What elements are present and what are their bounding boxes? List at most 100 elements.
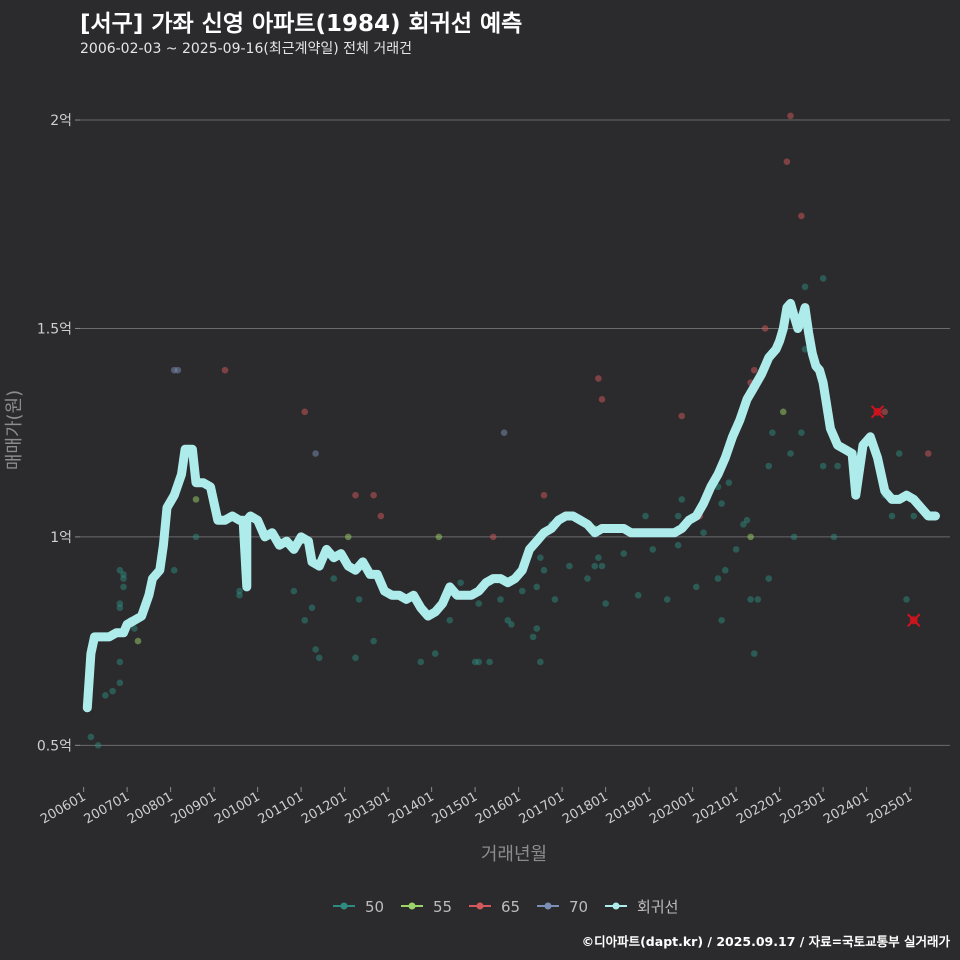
point-50 (903, 596, 910, 603)
regression-line (82, 298, 940, 713)
point-50 (765, 575, 773, 582)
point-50 (754, 596, 762, 603)
x-tick-label: 201801 (560, 789, 610, 827)
chart-title: [서구] 가좌 신영 아파트(1984) 회귀선 예측 (80, 11, 523, 37)
x-axis-ticks: 2006012007012008012009012010012011012012… (38, 787, 915, 827)
point-50 (533, 583, 541, 591)
y-axis-ticks: 0.5억 1억 1.5억 2억 (37, 113, 80, 754)
point-50 (819, 462, 827, 470)
point-65 (881, 408, 889, 416)
point-50 (486, 658, 493, 666)
point-50 (301, 616, 309, 624)
point-50 (830, 533, 838, 541)
point-50 (308, 604, 316, 612)
legend-marker (612, 902, 620, 910)
point-70 (312, 450, 319, 457)
point-50 (595, 554, 602, 562)
point-50 (417, 658, 425, 666)
point-50 (732, 546, 740, 553)
point-50 (508, 621, 515, 628)
point-50 (692, 583, 700, 591)
point-50 (663, 596, 671, 603)
point-50 (798, 429, 805, 436)
x-tick-label: 201201 (299, 789, 349, 827)
x-tick-label: 201701 (517, 789, 567, 827)
x-tick-label: 201001 (212, 789, 262, 827)
legend-label: 65 (501, 898, 520, 916)
legend-item-65: 65 (469, 898, 520, 916)
point-55 (747, 533, 754, 541)
y-tick-label: 2억 (50, 113, 72, 129)
point-50 (649, 546, 657, 553)
point-65 (352, 491, 359, 499)
point-65 (540, 491, 548, 499)
point-50 (87, 733, 95, 741)
point-50 (769, 429, 776, 436)
x-tick-label: 201401 (386, 789, 436, 827)
point-50 (497, 596, 504, 603)
point-50 (721, 566, 729, 574)
x-tick-label: 200701 (82, 789, 132, 827)
point-65 (489, 533, 497, 541)
point-50 (540, 566, 548, 574)
x-tick-label: 202101 (691, 789, 741, 827)
point-55 (134, 637, 142, 645)
point-65 (761, 325, 769, 332)
point-50 (116, 600, 124, 607)
x-tick-label: 200601 (38, 789, 88, 827)
point-50 (834, 462, 841, 470)
point-50 (518, 587, 526, 595)
point-50 (718, 500, 725, 507)
x-tick-label: 202401 (821, 789, 871, 827)
point-50 (790, 533, 798, 541)
legend-marker (544, 902, 552, 910)
point-50 (120, 571, 127, 578)
point-70 (500, 429, 508, 436)
point-50 (457, 579, 464, 587)
x-tick-label: 201601 (473, 789, 523, 827)
point-65 (787, 112, 794, 120)
point-50 (431, 650, 439, 657)
point-50 (602, 600, 609, 607)
x-tick-label: 200901 (169, 789, 219, 827)
point-50 (765, 462, 773, 470)
point-50 (109, 687, 116, 695)
point-65 (678, 412, 686, 420)
point-50 (700, 529, 707, 537)
y-tick-label: 1억 (50, 530, 72, 546)
point-50 (642, 512, 649, 520)
point-50 (352, 654, 359, 662)
legend-label: 70 (569, 898, 588, 916)
point-50 (330, 575, 338, 582)
x-tick-label: 201301 (343, 789, 393, 827)
point-50 (315, 654, 323, 662)
highlight-cross-icon (907, 613, 921, 627)
point-65 (924, 450, 932, 457)
point-50 (370, 637, 377, 645)
point-50 (584, 575, 591, 582)
point-50 (446, 616, 454, 624)
point-65 (783, 158, 791, 166)
point-50 (170, 566, 178, 574)
point-50 (236, 587, 243, 595)
point-50 (290, 587, 298, 595)
legend-label: 회귀선 (637, 898, 678, 916)
point-50 (888, 512, 896, 520)
x-tick-label: 202301 (778, 789, 828, 827)
data-points (87, 112, 932, 749)
point-50 (787, 450, 794, 457)
point-50 (120, 583, 127, 591)
point-50 (747, 596, 754, 603)
point-50 (725, 479, 733, 486)
point-50 (533, 625, 541, 632)
point-50 (674, 512, 682, 520)
point-50 (714, 575, 722, 582)
point-50 (801, 345, 809, 353)
point-50 (551, 596, 559, 603)
x-tick-label: 201501 (430, 789, 480, 827)
legend-item-50: 50 (333, 898, 384, 916)
point-65 (598, 396, 606, 403)
point-50 (801, 283, 809, 291)
point-50 (192, 533, 200, 541)
x-tick-label: 202501 (865, 789, 915, 827)
